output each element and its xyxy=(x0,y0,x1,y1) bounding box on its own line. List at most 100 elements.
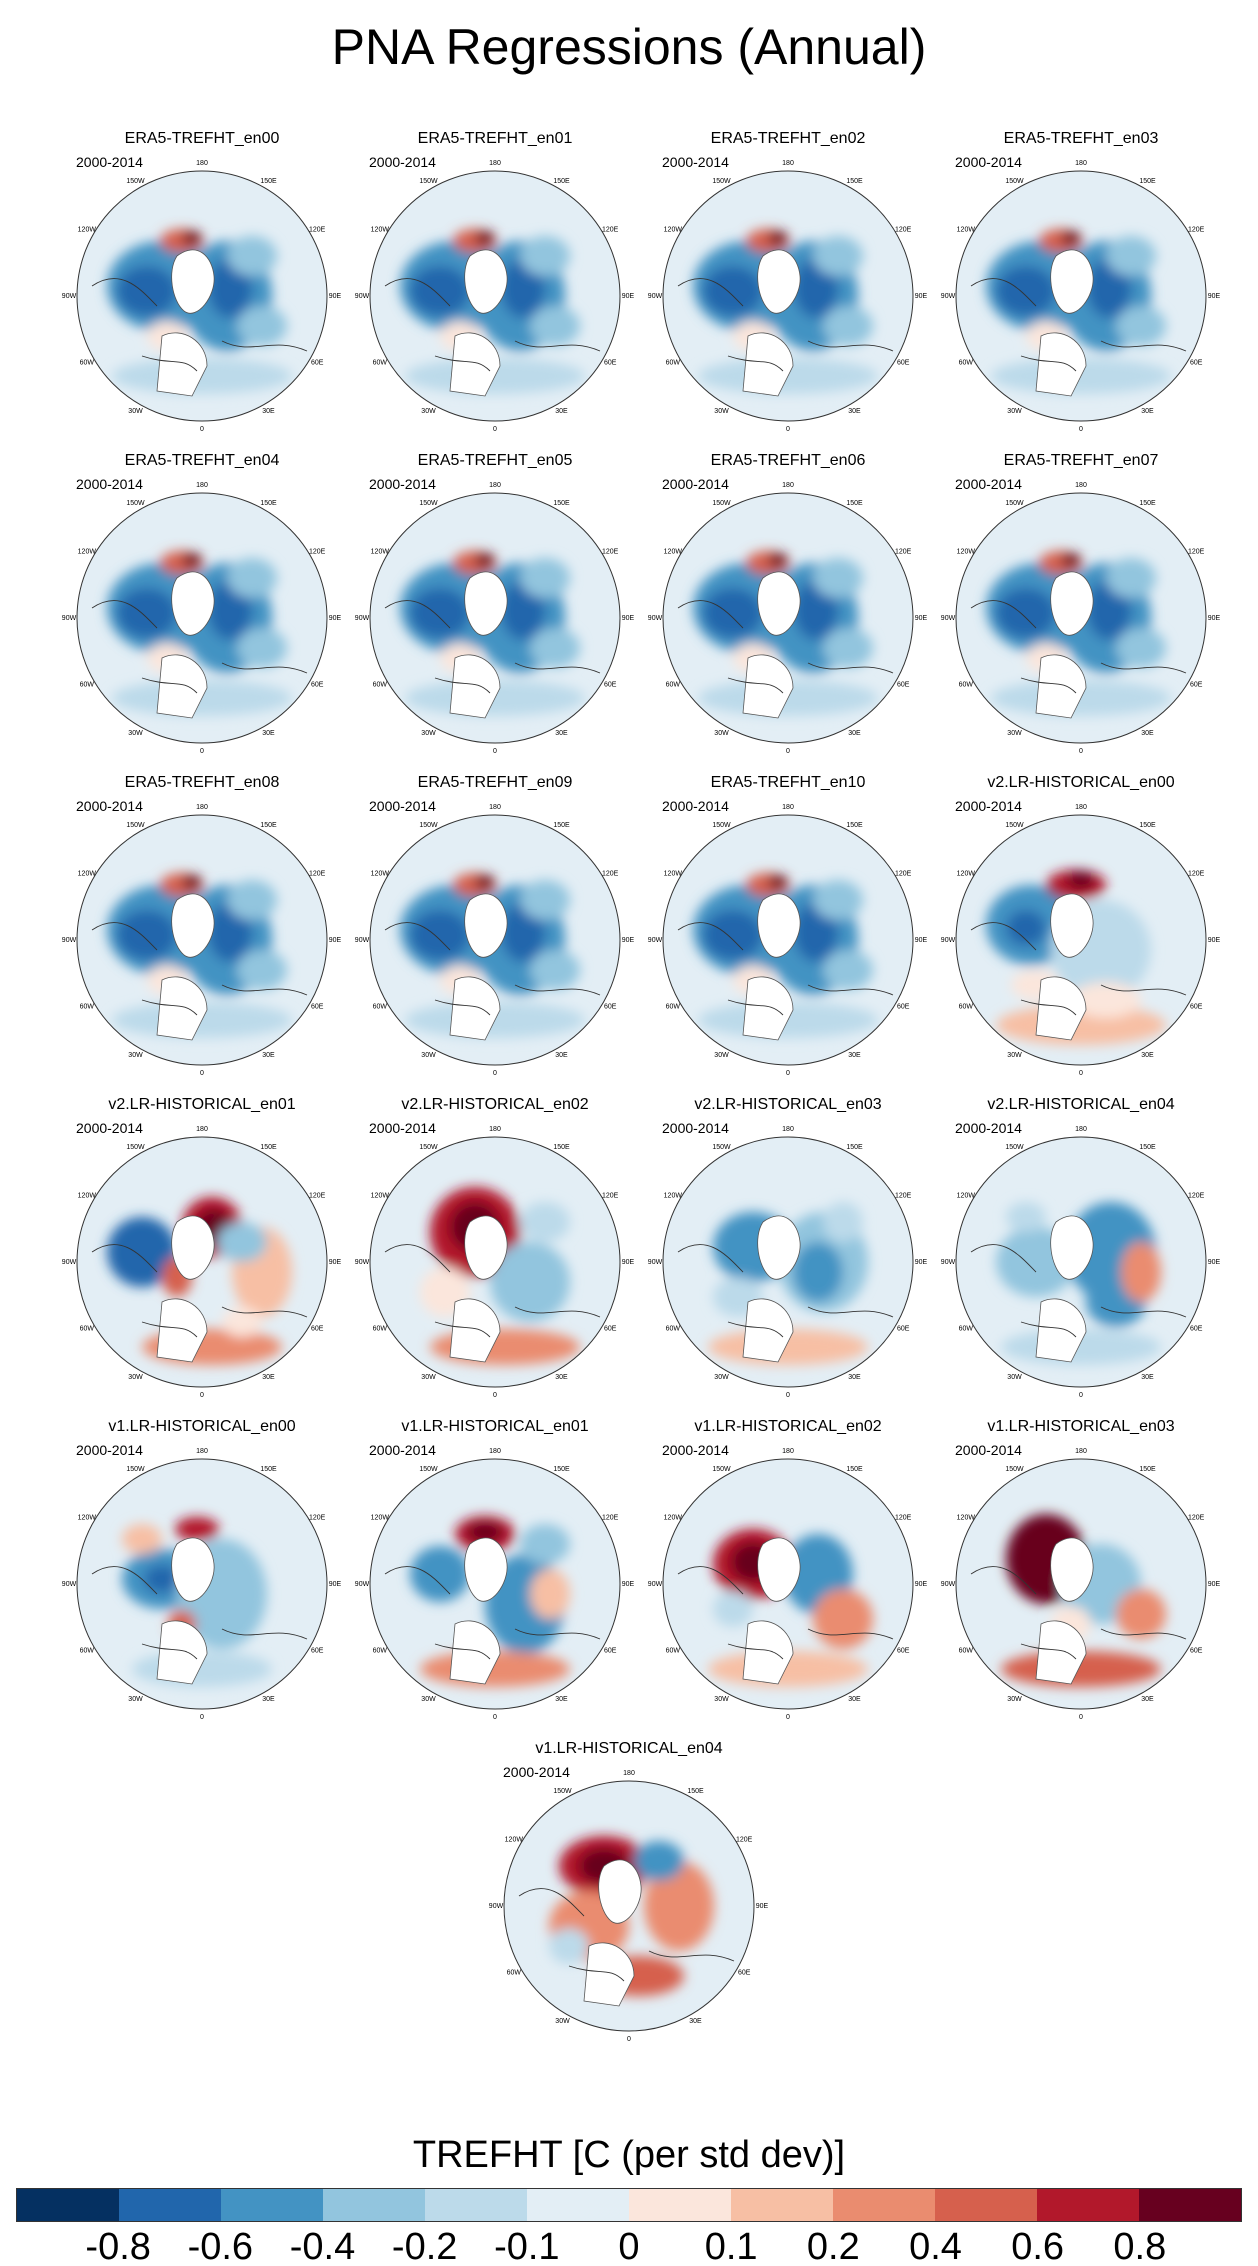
anomaly-contour xyxy=(530,950,580,990)
colorbar-swatch xyxy=(1037,2189,1139,2221)
longitude-label: 90E xyxy=(1208,937,1221,944)
longitude-label: 30W xyxy=(421,730,436,737)
longitude-label: 150W xyxy=(1005,178,1024,185)
map-panel: ERA5-TREFHT_en05 2000-2014 180 150E 120E 90E 6… xyxy=(349,452,641,755)
longitude-label: 90E xyxy=(622,937,635,944)
map-boundary xyxy=(955,1136,1207,1388)
panel-title: v2.LR-HISTORICAL_en00 xyxy=(987,774,1175,791)
anomaly-contour xyxy=(703,910,763,960)
map-boundary xyxy=(955,814,1207,1066)
longitude-label: 180 xyxy=(489,160,501,167)
longitude-label: 150W xyxy=(712,822,731,829)
colorbar-tick-label: 0 xyxy=(618,2226,640,2266)
arctic-ocean xyxy=(757,571,801,636)
longitude-label: 30E xyxy=(848,408,861,415)
longitude-label: 30W xyxy=(421,408,436,415)
longitude-label: 30W xyxy=(714,1374,729,1381)
longitude-label: 60W xyxy=(80,360,95,367)
longitude-label: 120E xyxy=(602,1193,619,1200)
longitude-label: 60W xyxy=(959,360,974,367)
arctic-ocean xyxy=(757,249,801,314)
map-panel: v2.LR-HISTORICAL_en01 2000-2014 180 150E 120… xyxy=(56,1096,348,1399)
polar-map: 180 150E 120E 90E 60E 30E 0 30W 60W 90W 120W 150W xyxy=(648,1126,928,1399)
longitude-label: 60W xyxy=(959,682,974,689)
atlantic-ocean xyxy=(156,332,208,397)
map-boundary xyxy=(662,1458,914,1710)
anomaly-contour xyxy=(237,950,287,990)
longitude-label: 120E xyxy=(309,227,326,234)
longitude-label: 30E xyxy=(689,2018,702,2025)
longitude-label: 90E xyxy=(1208,615,1221,622)
anomaly-contour xyxy=(520,880,570,920)
atlantic-ocean xyxy=(1035,332,1087,397)
longitude-label: 30E xyxy=(555,1696,568,1703)
longitude-label: 150W xyxy=(419,178,438,185)
figure-title: PNA Regressions (Annual) xyxy=(331,19,927,75)
anomaly-contour xyxy=(823,306,873,346)
longitude-label: 150E xyxy=(846,1466,863,1473)
colorbar-tick-label: 0.2 xyxy=(806,2226,860,2266)
longitude-label: 120E xyxy=(736,1837,753,1844)
longitude-label: 0 xyxy=(786,426,790,433)
longitude-label: 60E xyxy=(1190,682,1203,689)
anomaly-contour xyxy=(182,231,202,245)
anomaly-contour xyxy=(175,1517,219,1541)
panel-title: v2.LR-HISTORICAL_en01 xyxy=(108,1096,296,1113)
panel-title: ERA5-TREFHT_en08 xyxy=(124,774,280,791)
map-panel: v2.LR-HISTORICAL_en02 2000-2014 180 150E 120… xyxy=(349,1096,641,1399)
longitude-label: 150E xyxy=(846,500,863,507)
longitude-label: 150W xyxy=(712,500,731,507)
longitude-label: 90W xyxy=(355,1581,370,1588)
polar-map: 180 150E 120E 90E 60E 30E 0 30W 60W 90W 120W 150W xyxy=(62,482,342,755)
anomaly-contour xyxy=(475,231,495,245)
longitude-label: 0 xyxy=(200,426,204,433)
anomaly-contour xyxy=(520,236,570,276)
longitude-label: 120W xyxy=(664,549,683,556)
longitude-label: 60E xyxy=(1190,1326,1203,1333)
polar-map: 180 150E 120E 90E 60E 30E 0 30W 60W 90W 120W 150W xyxy=(941,1126,1221,1399)
longitude-label: 150E xyxy=(846,178,863,185)
arctic-ocean xyxy=(171,1215,215,1280)
map-panel: ERA5-TREFHT_en10 2000-2014 180 150E 120E 90E 6… xyxy=(642,774,934,1077)
anomaly-contour xyxy=(107,1217,177,1287)
colorbar-swatch xyxy=(935,2189,1037,2221)
polar-map: 180 150E 120E 90E 60E 30E 0 30W 60W 90W 120W 150W xyxy=(355,482,635,755)
longitude-label: 150W xyxy=(126,822,145,829)
coastline xyxy=(677,922,894,1016)
anomaly-contour xyxy=(222,1307,262,1337)
period-label: 2000-2014 xyxy=(955,1442,1022,1458)
longitude-label: 0 xyxy=(786,1714,790,1721)
longitude-label: 180 xyxy=(1075,160,1087,167)
longitude-label: 30E xyxy=(555,730,568,737)
longitude-label: 60E xyxy=(897,1326,910,1333)
longitude-label: 90W xyxy=(355,615,370,622)
colorbar-swatch xyxy=(527,2189,629,2221)
longitude-label: 120W xyxy=(957,1515,976,1522)
colorbar-swatch xyxy=(629,2189,731,2221)
longitude-label: 150E xyxy=(553,822,570,829)
panel-title: ERA5-TREFHT_en05 xyxy=(417,452,573,469)
longitude-label: 60W xyxy=(666,682,681,689)
longitude-label: 30W xyxy=(1007,730,1022,737)
colorbar-swatch xyxy=(425,2189,527,2221)
map-panel-grid: ERA5-TREFHT_en00 2000-2014 180 150E 120E 90E 6… xyxy=(56,130,1227,2043)
longitude-label: 30E xyxy=(848,1052,861,1059)
longitude-label: 30E xyxy=(1141,1696,1154,1703)
map-panel: ERA5-TREFHT_en00 2000-2014 180 150E 120E 90E 6… xyxy=(56,130,348,433)
polar-map: 180 150E 120E 90E 60E 30E 0 30W 60W 90W 120W 150W xyxy=(941,804,1221,1077)
longitude-label: 90E xyxy=(622,293,635,300)
arctic-ocean xyxy=(464,893,508,958)
longitude-label: 60E xyxy=(1190,1648,1203,1655)
longitude-label: 60E xyxy=(738,1970,751,1977)
longitude-label: 60E xyxy=(604,682,617,689)
map-boundary xyxy=(662,170,914,422)
longitude-label: 90W xyxy=(62,1581,77,1588)
longitude-label: 30W xyxy=(714,1052,729,1059)
arctic-ocean xyxy=(1050,893,1094,958)
arctic-ocean xyxy=(1050,249,1094,314)
longitude-label: 0 xyxy=(1079,1070,1083,1077)
period-label: 2000-2014 xyxy=(369,154,436,170)
longitude-label: 90E xyxy=(915,1581,928,1588)
longitude-label: 150W xyxy=(1005,1466,1024,1473)
map-panel: ERA5-TREFHT_en03 2000-2014 180 150E 120E 90E 6… xyxy=(935,130,1227,433)
